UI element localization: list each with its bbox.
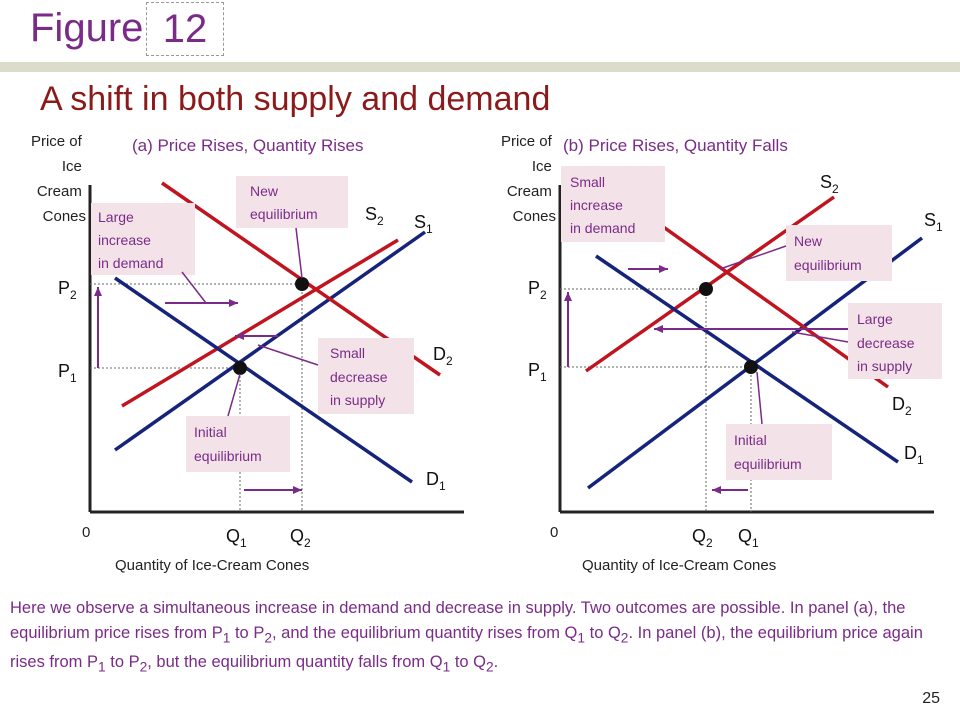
panel-b-q2-label: Q2	[692, 526, 713, 550]
panel-a-small-supply-text: Small decrease in supply	[330, 345, 391, 408]
panel-a-initial-eq-point	[233, 361, 247, 375]
panel-a-x-axis-label: Quantity of Ice-Cream Cones	[115, 557, 309, 574]
panel-b-initial-eq-text: Initial equilibrium	[734, 432, 802, 472]
panel-b-d2-label: D2	[892, 394, 912, 418]
panel-a-large-demand-leader	[181, 271, 207, 304]
panel-b-large-supply-text: Large decrease in supply	[857, 311, 918, 374]
panel-a-new-eq-text: New equilibrium	[250, 183, 318, 222]
panel-b-initial-eq-box	[726, 424, 832, 480]
panel-b-large-supply-leader	[791, 331, 849, 343]
panel-a-d1-curve	[114, 276, 413, 484]
panel-a-q1-label: Q1	[226, 526, 247, 550]
panel-a-p1-label: P1	[58, 361, 77, 385]
panel-a-s1-curve	[113, 230, 427, 452]
panel-a-d2-label: D2	[433, 344, 453, 368]
panel-b-y-axis-label: Price of Ice Cream Cones	[501, 133, 556, 225]
header-stripe	[0, 62, 960, 72]
panel-a-new-eq-point	[295, 277, 309, 291]
panel-b-large-supply-box	[848, 303, 942, 379]
panel-a-large-demand-text: Large increase in demand	[98, 209, 163, 271]
panel-b-initial-eq-point	[744, 360, 758, 374]
panel-a-small-supply-box	[318, 338, 414, 414]
panel-a-s1-label: S1	[414, 212, 433, 236]
panel-a: (a) Price Rises, Quantity Rises Price of…	[31, 133, 464, 574]
figure-label: Figure	[30, 6, 144, 50]
panel-a-initial-eq-box	[186, 416, 290, 472]
panel-b-origin: 0	[550, 524, 558, 541]
panel-b-s2-label: S2	[820, 172, 839, 196]
panel-a-s2-curve	[121, 238, 399, 408]
panel-b-s1-label: S1	[924, 210, 943, 234]
panel-b-new-eq-leader	[719, 245, 787, 270]
panel-b-initial-eq-leader	[756, 371, 763, 425]
slide-title: A shift in both supply and demand	[40, 80, 551, 118]
panel-a-y-axis-label: Price of Ice Cream Cones	[31, 133, 86, 225]
panel-b-new-eq-box	[786, 225, 892, 281]
panel-a-new-eq-leader	[295, 227, 303, 279]
panel-b-d1-label: D1	[904, 443, 924, 467]
panel-b-new-eq-point	[699, 282, 713, 296]
panel-b-x-axis-label: Quantity of Ice-Cream Cones	[582, 557, 776, 574]
panel-a-large-demand-box	[91, 203, 195, 275]
figure-number: 12	[146, 2, 224, 56]
panel-a-initial-eq-leader	[227, 373, 241, 417]
panel-a-s2-label: S2	[365, 204, 384, 228]
diagram-canvas: (a) Price Rises, Quantity Rises Price of…	[31, 133, 943, 574]
panel-a-d1-label: D1	[426, 469, 446, 493]
panel-a-title: (a) Price Rises, Quantity Rises	[132, 136, 363, 155]
panel-b-p1-label: P1	[528, 360, 547, 384]
panel-b-new-eq-text: New equilibrium	[794, 233, 862, 273]
panel-a-initial-eq-text: Initial equilibrium	[194, 424, 262, 464]
panel-b-q1-label: Q1	[738, 526, 759, 550]
panel-b-small-demand-box	[561, 166, 665, 242]
panel-b-d2-curve	[632, 204, 890, 389]
panel-b-small-demand-text: Small increase in demand	[570, 174, 635, 236]
panel-a-q2-label: Q2	[290, 526, 311, 550]
figure-caption: Here we observe a simultaneous increase …	[10, 599, 923, 675]
panel-b-p2-label: P2	[528, 278, 547, 302]
header-band	[0, 0, 960, 72]
header-left-block	[0, 0, 30, 62]
panel-b: (b) Price Rises, Quantity Falls Price of…	[501, 133, 943, 574]
panel-a-small-supply-leader	[257, 344, 319, 366]
page-number: 25	[922, 690, 940, 707]
panel-b-title: (b) Price Rises, Quantity Falls	[563, 136, 788, 155]
panel-a-p2-label: P2	[58, 278, 77, 302]
panel-a-new-eq-box	[236, 176, 348, 228]
panel-b-d1-curve	[595, 254, 899, 464]
panel-a-origin: 0	[82, 524, 90, 541]
